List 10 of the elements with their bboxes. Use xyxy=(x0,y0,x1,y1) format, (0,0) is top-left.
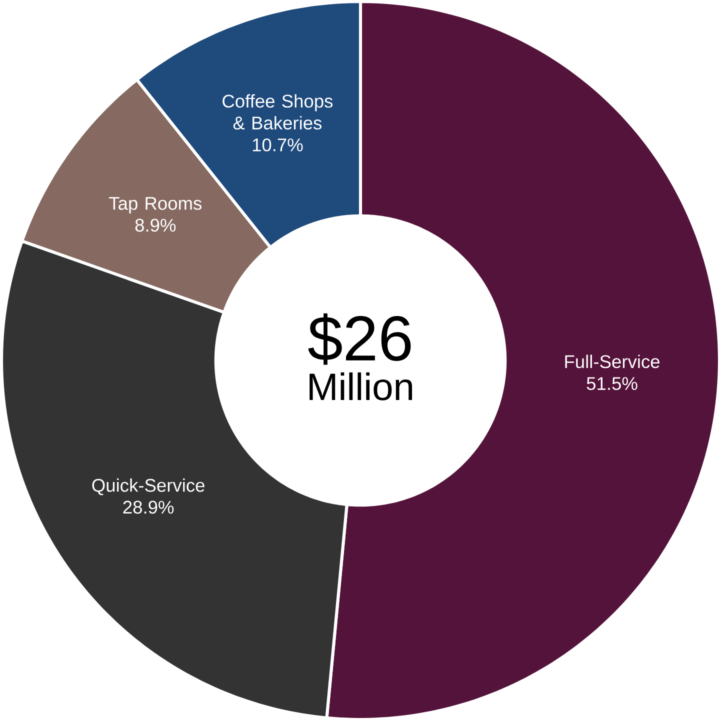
data-label: 51.5% xyxy=(586,377,638,390)
data-label: 10.7% xyxy=(252,138,303,152)
text: Million xyxy=(310,372,412,400)
text: $26 xyxy=(308,313,411,365)
data-label: 8.9% xyxy=(135,218,176,232)
slice-label: Full-Service xyxy=(565,354,660,368)
slice-label: Tap Rooms xyxy=(109,197,202,214)
slice-label: Coffee Shops & Bakeries xyxy=(222,94,333,130)
data-label: 28.9% xyxy=(123,500,174,514)
slice-label: Quick-Service xyxy=(92,478,204,496)
